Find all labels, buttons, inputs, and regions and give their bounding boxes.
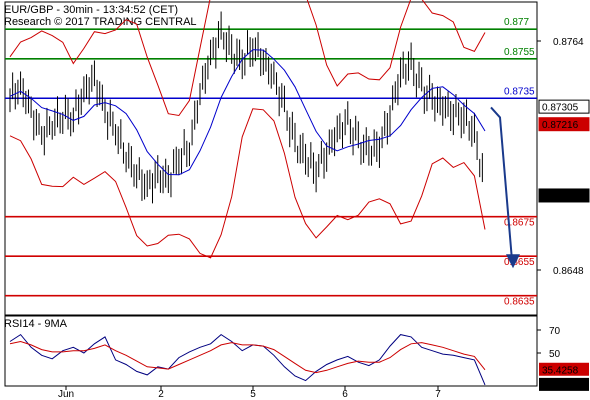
rsi-line (9, 333, 486, 386)
price-panel-frame (4, 1, 538, 316)
x-tick-label: 5 (250, 389, 256, 400)
price-tag-box (538, 99, 590, 114)
x-tick-label: 2 (158, 389, 164, 400)
level-label: 0.877 (504, 17, 529, 28)
x-tick-label: Jun (58, 389, 74, 400)
price-tag-label: 0.87216 (542, 120, 579, 131)
bollinger-lower (9, 108, 486, 259)
projection-arrow-line (490, 106, 513, 261)
price-tag-label: 0.86855 (542, 191, 579, 202)
rsi-ma-line (9, 340, 486, 374)
level-label: 0.8755 (504, 47, 535, 58)
bollinger-upper (9, 0, 486, 117)
price-bars (9, 11, 483, 204)
rsi-value-tag-box (539, 377, 589, 391)
price-tag-box (538, 117, 590, 132)
rsi-value-tag-box (539, 362, 589, 376)
y-tick-label: 0.8648 (553, 266, 584, 277)
y-tick-label: 0.8764 (553, 37, 584, 48)
rsi-tick-label: 70 (549, 326, 561, 337)
rsi-tick-label: 50 (549, 349, 561, 360)
price-tag-box (538, 188, 590, 203)
moving-average (9, 49, 486, 176)
x-tick-label: 6 (342, 389, 348, 400)
chart-title: EUR/GBP - 30min - 13:34:52 (CET) (4, 4, 178, 16)
rsi-value-tag-label: 35.4258 (542, 365, 579, 376)
x-tick-label: 7 (435, 389, 441, 400)
level-label: 0.8655 (504, 257, 535, 268)
level-label: 0.8735 (504, 86, 535, 97)
level-label: 0.8635 (504, 297, 535, 308)
rsi-title: RSI14 - 9MA (4, 318, 68, 330)
projection-arrow-head (506, 254, 520, 269)
price-tag-label: 0.87305 (542, 103, 579, 114)
rsi-panel-frame (4, 315, 538, 387)
level-label: 0.8675 (504, 218, 535, 229)
chart-subtitle: Research © 2017 TRADING CENTRAL (4, 16, 197, 28)
rsi-value-tag-label: 22.2764 (542, 380, 579, 391)
